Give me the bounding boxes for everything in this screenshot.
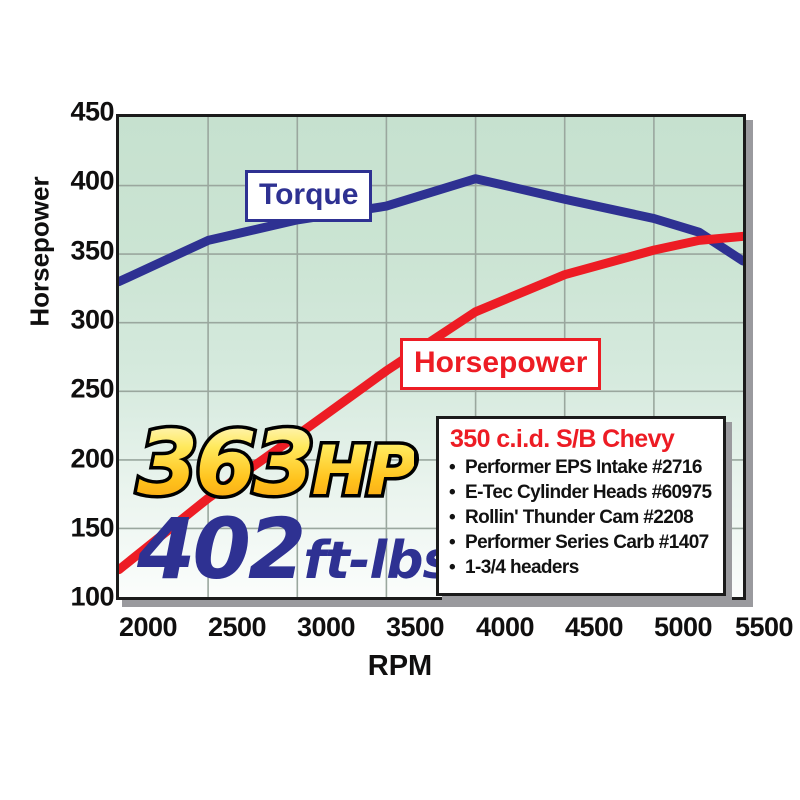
x-axis-title: RPM: [367, 650, 433, 682]
x-tick-5500: 5500: [734, 612, 794, 642]
x-tick-3000: 3000: [296, 612, 356, 642]
spec-item: Performer EPS Intake #2716: [448, 455, 714, 480]
x-tick-2500: 2500: [207, 612, 267, 642]
y-tick-300: 300: [70, 304, 114, 335]
y-tick-250: 250: [70, 373, 114, 404]
series-curves: [119, 174, 743, 575]
y-axis-title: Horsepower: [24, 176, 55, 327]
x-tick-3500: 3500: [385, 612, 445, 642]
torque-curve: [119, 174, 743, 287]
peak-torque-value: 402: [137, 500, 306, 598]
x-tick-5000: 5000: [653, 612, 713, 642]
spec-item: E-Tec Cylinder Heads #60975: [448, 480, 714, 505]
peak-horsepower-headline: 363HP 363HP: [134, 416, 452, 515]
peak-torque-headline: 402ft-lbs: [137, 507, 453, 591]
peak-torque-unit: ft-lbs: [303, 531, 453, 591]
x-tick-4500: 4500: [564, 612, 624, 642]
horsepower-callout-label: Horsepower: [400, 338, 602, 390]
spec-box-title: 350 c.i.d. S/B Chevy: [450, 425, 675, 453]
horsepower-curve: [119, 231, 743, 575]
y-tick-150: 150: [70, 512, 114, 543]
y-tick-400: 400: [70, 165, 114, 196]
y-tick-350: 350: [70, 235, 114, 266]
spec-list: Performer EPS Intake #2716 E-Tec Cylinde…: [448, 455, 714, 580]
spec-item: Performer Series Carb #1407: [448, 530, 714, 555]
torque-callout-label: Torque: [245, 170, 373, 222]
y-axis-tick-labels: 450 400 350 300 250 200 150 100: [52, 97, 114, 613]
y-tick-200: 200: [70, 443, 114, 474]
y-tick-100: 100: [70, 581, 114, 612]
engine-spec-box: 350 c.i.d. S/B Chevy Performer EPS Intak…: [436, 416, 726, 596]
spec-item: Rollin' Thunder Cam #2208: [448, 505, 714, 530]
x-axis-tick-labels: 2000 2500 3000 3500 4000 4500 5000 5500: [0, 612, 800, 652]
y-tick-450: 450: [70, 96, 114, 127]
spec-item: 1-3/4 headers: [448, 555, 714, 580]
headline-figures: 363HP 363HP 402ft-lbs: [134, 416, 454, 591]
peak-hp-text: 363HP: [137, 412, 415, 515]
x-tick-2000: 2000: [118, 612, 178, 642]
x-tick-4000: 4000: [475, 612, 535, 642]
peak-hp-outline: 363HP: [134, 416, 420, 515]
